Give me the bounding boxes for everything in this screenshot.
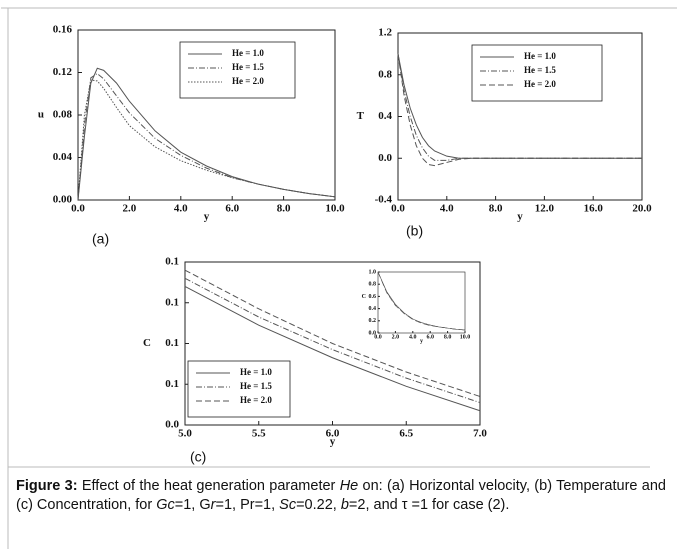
legend-label: He = 2.0 bbox=[232, 76, 264, 86]
series-line bbox=[377, 271, 466, 331]
inset-background bbox=[378, 272, 465, 333]
x-tick-label: 8.0 bbox=[277, 203, 291, 215]
y-tick-label: -0.4 bbox=[375, 194, 393, 206]
x-tick-label: 5.0 bbox=[178, 428, 192, 440]
x-tick-label: 16.0 bbox=[584, 203, 604, 215]
caption-text: r bbox=[210, 497, 216, 513]
caption-text: =1, Pr=1, bbox=[215, 497, 280, 513]
y-tick-label: 0.1 bbox=[165, 337, 179, 349]
legend-label: He = 1.0 bbox=[524, 51, 556, 61]
y-tick-label: 1.0 bbox=[369, 269, 377, 275]
x-axis-label: y bbox=[204, 211, 210, 223]
series-line bbox=[377, 271, 466, 331]
y-tick-label: 0.1 bbox=[165, 378, 179, 390]
y-axis-label: C bbox=[362, 294, 366, 300]
legend-label: He = 1.5 bbox=[524, 65, 556, 75]
series-line bbox=[397, 53, 642, 167]
x-tick-label: 0.0 bbox=[374, 334, 382, 340]
caption-text: on: (a) Horizontal velocity, (b) Tempera… bbox=[16, 478, 667, 513]
y-tick-label: 0.1 bbox=[165, 296, 179, 308]
y-axis-label: T bbox=[357, 110, 365, 122]
y-tick-label: 0.8 bbox=[369, 282, 377, 288]
panel-label: (c) bbox=[190, 449, 206, 465]
x-tick-label: 6.5 bbox=[399, 428, 413, 440]
x-tick-label: 6.0 bbox=[225, 203, 239, 215]
y-tick-label: 0.00 bbox=[53, 194, 73, 206]
y-axis-label: u bbox=[38, 109, 44, 121]
series-line bbox=[184, 286, 481, 412]
legend-label: He = 2.0 bbox=[524, 79, 556, 89]
y-tick-label: 0.0 bbox=[369, 330, 377, 336]
caption: Figure 3: Effect of the heat generation … bbox=[16, 477, 666, 515]
legend-box bbox=[187, 360, 291, 418]
x-tick-label: 4.0 bbox=[440, 203, 454, 215]
x-axis-label: y bbox=[330, 436, 336, 448]
y-tick-label: 1.2 bbox=[378, 27, 392, 39]
caption-text: =1, G bbox=[174, 497, 211, 513]
x-tick-label: 4.0 bbox=[174, 203, 188, 215]
x-tick-label: 7.0 bbox=[473, 428, 487, 440]
x-axis-label: y bbox=[517, 211, 523, 223]
legend-label: He = 1.5 bbox=[232, 62, 264, 72]
caption-text: Effect of the heat generation parameter bbox=[77, 478, 340, 494]
x-tick-label: 6.0 bbox=[326, 428, 340, 440]
y-tick-label: 0.6 bbox=[369, 294, 377, 300]
y-tick-label: 0.04 bbox=[53, 151, 73, 163]
panel-label: (b) bbox=[406, 223, 423, 239]
x-tick-label: 6.0 bbox=[426, 334, 434, 340]
legend-label: He = 1.5 bbox=[240, 381, 272, 391]
caption-text: =0.22, bbox=[296, 497, 341, 513]
x-tick-label: 0.0 bbox=[71, 203, 85, 215]
y-tick-label: 0.8 bbox=[378, 68, 392, 80]
x-tick-label: 20.0 bbox=[632, 203, 652, 215]
legend-label: He = 1.0 bbox=[240, 367, 272, 377]
y-tick-label: 0.0 bbox=[165, 419, 179, 431]
y-tick-label: 0.2 bbox=[369, 318, 377, 324]
caption-text: Gc bbox=[156, 497, 175, 513]
series-line bbox=[184, 277, 481, 404]
panel-label: (a) bbox=[92, 231, 109, 247]
x-tick-label: 8.0 bbox=[489, 203, 503, 215]
y-tick-label: 0.12 bbox=[53, 66, 73, 78]
legend-label: He = 1.0 bbox=[232, 48, 264, 58]
x-tick-label: 10.0 bbox=[460, 334, 471, 340]
x-tick-label: 2.0 bbox=[392, 334, 400, 340]
x-tick-label: 0.0 bbox=[391, 203, 405, 215]
caption-text: He bbox=[339, 478, 359, 494]
y-tick-label: 0.16 bbox=[53, 24, 73, 36]
caption-label: Figure 3: bbox=[16, 478, 78, 494]
y-tick-label: 0.1 bbox=[165, 256, 179, 268]
caption-text: b bbox=[340, 497, 349, 513]
legend-box bbox=[179, 41, 296, 99]
caption-text: =2, and τ =1 for case (2). bbox=[348, 497, 510, 513]
x-tick-label: 2.0 bbox=[123, 203, 137, 215]
legend-box bbox=[471, 44, 603, 102]
series-line bbox=[77, 72, 336, 201]
legend-label: He = 2.0 bbox=[240, 395, 272, 405]
y-axis-label: C bbox=[143, 337, 151, 349]
y-tick-label: 0.4 bbox=[369, 306, 377, 312]
plot-frame bbox=[377, 271, 466, 334]
x-tick-label: 12.0 bbox=[535, 203, 555, 215]
x-tick-label: 5.5 bbox=[252, 428, 266, 440]
x-tick-label: 10.0 bbox=[325, 203, 345, 215]
x-axis-label: y bbox=[420, 338, 423, 344]
caption-text: Sc bbox=[279, 497, 297, 513]
series-line bbox=[184, 269, 481, 397]
y-tick-label: 0.0 bbox=[378, 152, 392, 164]
x-tick-label: 4.0 bbox=[409, 334, 417, 340]
y-tick-label: 0.4 bbox=[378, 110, 392, 122]
x-tick-label: 8.0 bbox=[444, 334, 452, 340]
y-tick-label: 0.08 bbox=[53, 109, 73, 121]
series-line bbox=[77, 79, 336, 201]
